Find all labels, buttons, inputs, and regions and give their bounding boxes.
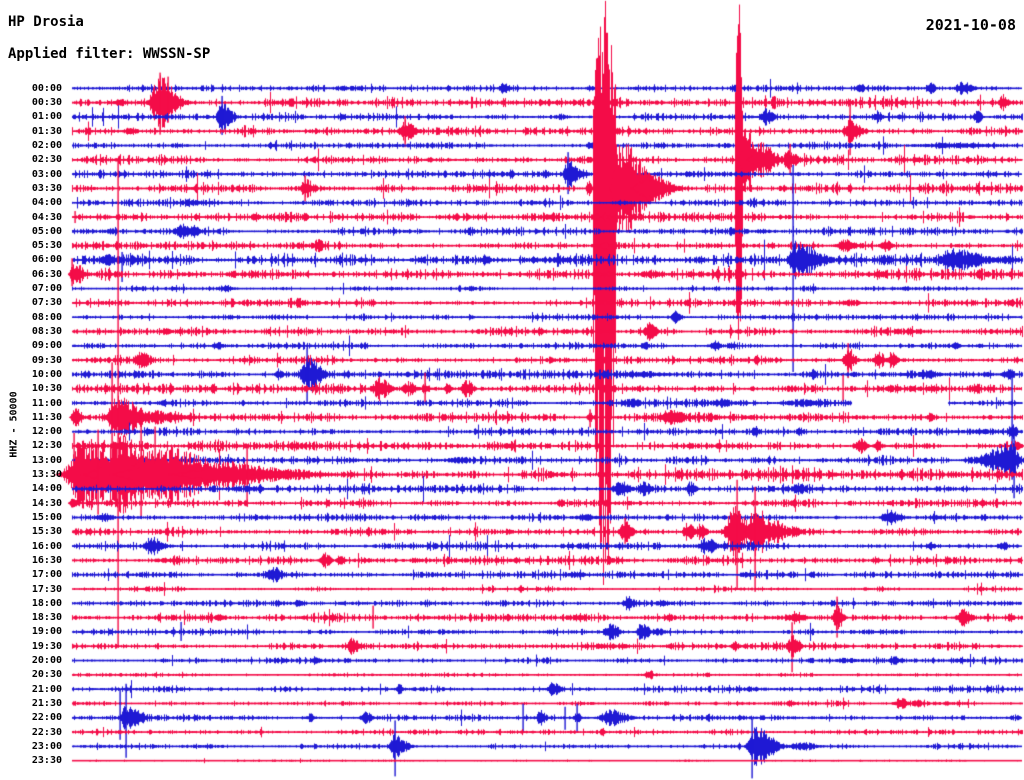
time-label: 23:00 xyxy=(31,740,62,752)
time-label: 23:30 xyxy=(31,755,62,767)
time-label: 22:00 xyxy=(31,712,62,724)
time-label: 17:00 xyxy=(31,569,62,581)
time-label: 08:30 xyxy=(31,326,62,337)
time-label: 04:00 xyxy=(31,197,62,209)
time-label: 03:30 xyxy=(31,182,62,194)
time-label: 12:30 xyxy=(31,440,62,452)
time-label: 06:30 xyxy=(31,268,62,280)
time-label: 16:30 xyxy=(31,554,62,566)
time-label: 11:30 xyxy=(31,411,62,423)
time-label: 15:30 xyxy=(31,526,62,538)
time-label: 17:30 xyxy=(31,583,62,595)
time-label: 12:00 xyxy=(31,426,62,438)
time-label: 04:30 xyxy=(31,211,62,223)
time-label: 02:30 xyxy=(31,154,62,166)
time-label: 21:30 xyxy=(31,697,62,709)
time-label: 15:00 xyxy=(31,511,62,523)
time-label: 02:00 xyxy=(31,140,62,152)
time-label: 16:00 xyxy=(31,540,62,552)
time-label: 22:30 xyxy=(31,726,62,738)
time-label: 14:30 xyxy=(31,497,62,509)
time-label: 01:00 xyxy=(31,111,62,123)
time-label: 07:30 xyxy=(31,297,62,309)
time-label: 18:30 xyxy=(31,612,62,624)
time-label: 05:00 xyxy=(31,225,62,237)
time-label: 09:30 xyxy=(31,354,62,366)
time-label: 13:00 xyxy=(31,454,62,466)
time-label: 13:30 xyxy=(31,469,62,481)
record-date: 2021-10-08 xyxy=(925,16,1016,34)
time-label: 06:00 xyxy=(31,254,62,266)
time-label: 19:30 xyxy=(31,640,62,652)
time-label: 09:00 xyxy=(31,340,62,352)
time-label: 20:30 xyxy=(31,669,62,681)
time-label: 07:00 xyxy=(31,283,62,295)
time-label: 05:30 xyxy=(31,240,62,252)
filter-label: Applied filter: WWSSN-SP xyxy=(8,46,211,62)
station-title: HP Drosia xyxy=(8,14,84,30)
time-label: 08:00 xyxy=(31,311,62,323)
time-label: 10:00 xyxy=(31,368,62,380)
time-label: 19:00 xyxy=(31,626,62,638)
time-label: 11:00 xyxy=(31,397,62,409)
time-label: 01:30 xyxy=(31,125,62,137)
time-label: 18:00 xyxy=(31,597,62,609)
time-label: 00:00 xyxy=(31,82,62,94)
time-label: 10:30 xyxy=(31,383,62,395)
time-label: 21:00 xyxy=(31,683,62,695)
time-label: 14:00 xyxy=(31,483,62,495)
time-label: 20:00 xyxy=(31,655,62,667)
time-label: 00:30 xyxy=(31,97,62,109)
time-label: 03:00 xyxy=(31,168,62,180)
